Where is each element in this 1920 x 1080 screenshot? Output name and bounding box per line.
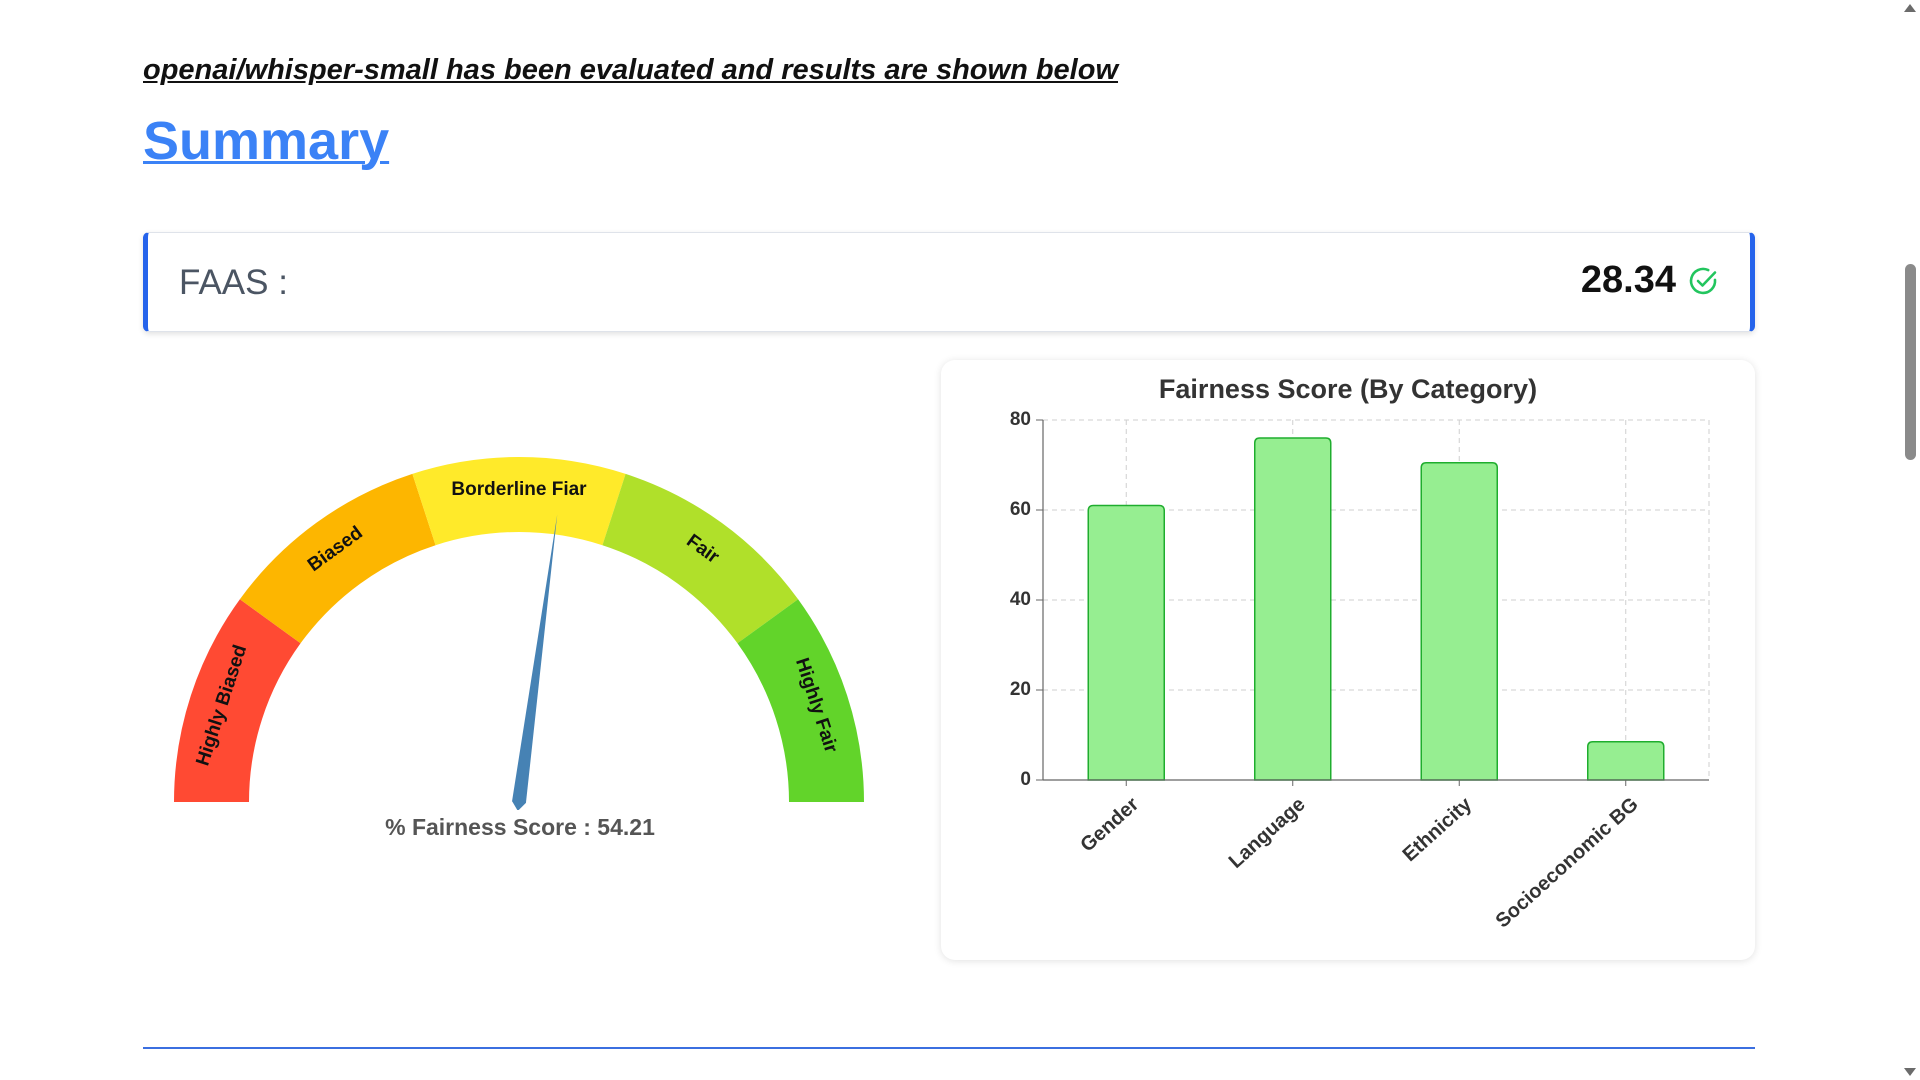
chart-title: Fairness Score (By Category) bbox=[1158, 374, 1538, 404]
gauge-segment bbox=[239, 473, 436, 644]
category-chart-card: 0 20 40 60 80 Gender Language Ethnicity Socioeco… bbox=[941, 360, 1755, 960]
faas-card: FAAS : 28.34 bbox=[143, 232, 1755, 332]
gauge-needle bbox=[512, 514, 558, 810]
gauge-caption: % Fairness Score : 54.21 bbox=[385, 814, 655, 840]
bar bbox=[1587, 741, 1665, 781]
gauge-segment-label: Borderline Fiar bbox=[451, 479, 587, 500]
bar bbox=[1254, 437, 1332, 781]
gauge-segment bbox=[412, 457, 626, 546]
y-tick-label: 20 bbox=[1010, 679, 1031, 700]
bar bbox=[1420, 462, 1498, 781]
vertical-scrollbar[interactable] bbox=[1900, 0, 1920, 1080]
bar bbox=[1087, 504, 1165, 781]
bar-chart: 0 20 40 60 80 Gender Language Ethnicity Socioeco… bbox=[1010, 409, 1710, 932]
x-tick-label: Gender bbox=[1076, 793, 1143, 856]
y-tick-label: 60 bbox=[1010, 499, 1031, 520]
y-tick-label: 0 bbox=[1020, 769, 1031, 790]
x-tick-label: Ethnicity bbox=[1399, 793, 1477, 866]
faas-value-group: 28.34 bbox=[1581, 259, 1720, 302]
scroll-up-arrow-icon[interactable] bbox=[1904, 4, 1916, 12]
section-divider bbox=[143, 1047, 1755, 1049]
y-tick-label: 80 bbox=[1010, 409, 1031, 430]
y-tick-label: 40 bbox=[1010, 589, 1031, 610]
evaluation-message: openai/whisper-small has been evaluated … bbox=[143, 54, 1119, 86]
scrollbar-thumb[interactable] bbox=[1905, 264, 1916, 460]
check-circle-icon bbox=[1689, 267, 1717, 294]
scroll-down-arrow-icon[interactable] bbox=[1904, 1068, 1916, 1076]
gauge-segment bbox=[174, 599, 301, 802]
faas-label: FAAS : bbox=[179, 263, 288, 302]
x-tick-label: Language bbox=[1225, 793, 1310, 873]
x-tick-label: Socioeconomic BG bbox=[1492, 793, 1643, 932]
faas-value: 28.34 bbox=[1580, 259, 1676, 301]
summary-heading-link[interactable]: Summary bbox=[143, 111, 390, 171]
gauge-segment bbox=[602, 473, 799, 644]
fairness-gauge: Highly Biased Biased Borderline Fiar Fair Hi… bbox=[160, 430, 880, 860]
gauge-segment bbox=[737, 599, 864, 802]
